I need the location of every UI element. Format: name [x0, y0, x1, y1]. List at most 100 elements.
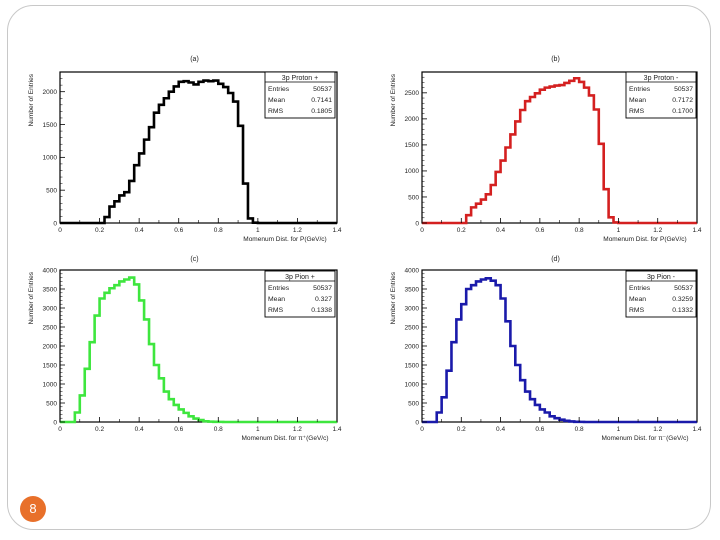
stats-title: 3p Pion -	[647, 274, 676, 281]
x-tick-label: 0.8	[214, 227, 223, 234]
x-tick-label: 1.2	[653, 227, 662, 234]
x-tick-label: 1.4	[692, 426, 701, 433]
panel-label: (d)	[551, 256, 560, 263]
stats-key: Mean	[629, 296, 646, 303]
panel-label: (b)	[551, 56, 560, 63]
x-tick-label: 0.6	[174, 426, 183, 433]
histogram-series	[422, 76, 697, 225]
stats-key: Mean	[268, 97, 285, 104]
y-tick-label: 1000	[405, 168, 420, 175]
x-tick-label: 0.8	[575, 426, 584, 433]
stats-key: Mean	[629, 97, 646, 104]
stats-value: 0.327	[315, 296, 332, 303]
stats-title: 3p Proton -	[644, 75, 679, 82]
y-tick-label: 0	[415, 419, 419, 426]
stats-title: 3p Proton +	[282, 75, 318, 82]
y-tick-label: 500	[408, 194, 419, 201]
x-tick-label: 0.4	[496, 227, 505, 234]
stats-value: 50537	[674, 285, 693, 292]
x-tick-label: 0.2	[457, 227, 466, 234]
x-tick-label: 0.2	[95, 227, 104, 234]
y-tick-label: 1500	[43, 122, 58, 129]
x-tick-label: 0.6	[174, 227, 183, 234]
stats-key: RMS	[268, 307, 284, 314]
stats-value: 0.1338	[311, 307, 332, 314]
y-tick-label: 0	[53, 419, 57, 426]
x-tick-label: 0	[58, 426, 62, 433]
x-tick-label: 0.2	[95, 426, 104, 433]
y-tick-label: 3500	[43, 286, 58, 293]
histogram-series	[60, 79, 337, 225]
histogram-series	[422, 277, 697, 424]
x-axis-label: Momenum Dist. for π⁻(GeV/c)	[601, 435, 688, 442]
page-number-badge: 8	[20, 496, 46, 522]
stats-title: 3p Pion +	[285, 274, 315, 281]
x-tick-label: 0.4	[496, 426, 505, 433]
y-tick-label: 1500	[43, 362, 58, 369]
y-tick-label: 3500	[405, 286, 420, 293]
y-axis-label: Number of Entries	[28, 73, 35, 126]
x-tick-label: 0	[420, 426, 424, 433]
x-tick-label: 0.4	[135, 227, 144, 234]
stats-value: 50537	[313, 86, 332, 93]
x-tick-label: 0.2	[457, 426, 466, 433]
y-tick-label: 2000	[405, 116, 420, 123]
stats-box	[264, 71, 336, 119]
y-tick-label: 1000	[43, 381, 58, 388]
y-tick-label: 4000	[43, 267, 58, 274]
histogram-panel-1: (a) 0 0.2 0.4 0.6 0.8 1 1.2 1.4 0 500 1000 1500 2000 M…	[28, 56, 342, 243]
y-tick-label: 500	[408, 400, 419, 407]
y-tick-label: 1000	[43, 155, 58, 162]
histogram-series	[60, 276, 337, 424]
x-axis-label: Momenum Dist. for P(GeV/c)	[603, 236, 686, 243]
panel-label: (a)	[190, 56, 199, 63]
stats-key: RMS	[629, 108, 645, 115]
x-tick-label: 0.8	[214, 426, 223, 433]
x-tick-label: 0	[420, 227, 424, 234]
x-tick-label: 0.8	[575, 227, 584, 234]
x-tick-label: 1.4	[332, 426, 341, 433]
y-axis-label: Number of Entries	[28, 271, 35, 324]
stats-value: 0.1700	[672, 108, 693, 115]
stats-value: 0.7141	[311, 97, 332, 104]
x-tick-label: 1	[617, 426, 621, 433]
stats-key: Entries	[629, 285, 651, 292]
histogram-panel-2: (b) 0 0.2 0.4 0.6 0.8 1 1.2 1.4 0 500 1000 1500 2000 2…	[390, 56, 702, 243]
y-tick-label: 2000	[43, 343, 58, 350]
stats-value: 0.3259	[672, 296, 693, 303]
stats-key: Entries	[268, 285, 290, 292]
y-tick-label: 0	[415, 220, 419, 227]
stats-value: 0.1332	[672, 307, 693, 314]
x-tick-label: 0	[58, 227, 62, 234]
x-tick-label: 1	[256, 227, 260, 234]
stats-value: 50537	[313, 285, 332, 292]
x-tick-label: 1	[256, 426, 260, 433]
y-tick-label: 2500	[43, 324, 58, 331]
stats-key: Entries	[629, 86, 651, 93]
stats-key: RMS	[629, 307, 645, 314]
x-tick-label: 0.6	[535, 227, 544, 234]
x-tick-label: 1	[617, 227, 621, 234]
y-tick-label: 2500	[405, 90, 420, 97]
x-axis-label: Momenum Dist. for π⁺(GeV/c)	[241, 435, 328, 442]
y-tick-label: 2000	[43, 89, 58, 96]
x-tick-label: 1.4	[692, 227, 701, 234]
stats-key: RMS	[268, 108, 284, 115]
y-tick-label: 3000	[405, 305, 420, 312]
y-tick-label: 0	[53, 220, 57, 227]
x-axis-label: Momenum Dist. for P(GeV/c)	[243, 236, 326, 243]
y-axis-label: Number of Entries	[390, 73, 397, 126]
y-tick-label: 1500	[405, 142, 420, 149]
y-tick-label: 3000	[43, 305, 58, 312]
y-tick-label: 1000	[405, 381, 420, 388]
x-tick-label: 1.4	[332, 227, 341, 234]
stats-box	[625, 71, 697, 119]
stats-key: Entries	[268, 86, 290, 93]
stats-value: 0.7172	[672, 97, 693, 104]
stats-value: 50537	[674, 86, 693, 93]
histogram-panel-4: (d) 0 0.2 0.4 0.6 0.8 1 1.2 1.4 0 500 1000 1500 2000 2…	[390, 256, 702, 442]
y-axis-label: Number of Entries	[390, 271, 397, 324]
x-tick-label: 1.2	[653, 426, 662, 433]
y-tick-label: 500	[46, 187, 57, 194]
